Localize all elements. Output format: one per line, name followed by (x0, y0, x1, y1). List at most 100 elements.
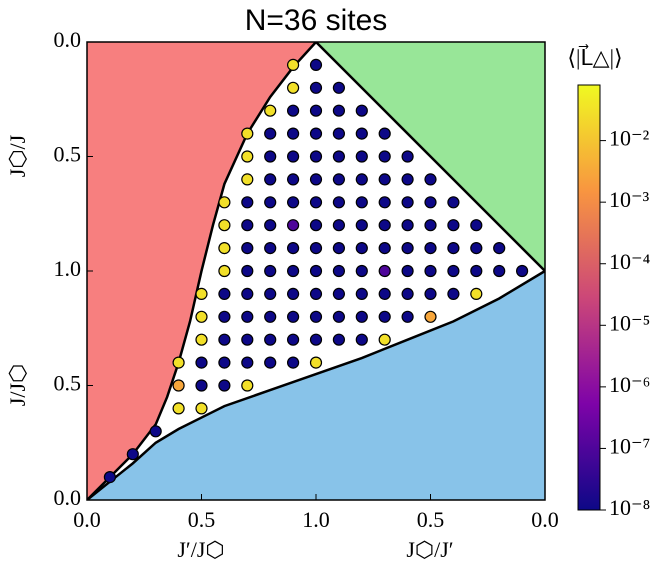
x-tick-label: 0.5 (188, 507, 216, 532)
point (287, 242, 300, 255)
point (309, 104, 323, 117)
point (401, 173, 414, 186)
point (332, 173, 345, 186)
point (264, 173, 277, 186)
x-tick-label: 1.0 (302, 507, 330, 532)
point (241, 379, 254, 392)
point (241, 287, 254, 300)
point (355, 264, 368, 278)
x-label: J′/J⬡ (177, 537, 224, 562)
point (470, 264, 483, 278)
phase-boundary (87, 269, 545, 500)
point (241, 264, 254, 278)
point (424, 287, 437, 300)
y-tick-label: 0.0 (54, 485, 82, 510)
point (493, 264, 506, 278)
point (332, 127, 345, 140)
point (264, 264, 277, 278)
point (309, 58, 323, 72)
point (172, 356, 185, 369)
point (309, 196, 323, 209)
y-tick-label: 0.5 (54, 371, 82, 396)
point (218, 287, 231, 300)
point (241, 196, 254, 209)
x-label: J⬡/J′ (406, 537, 453, 562)
point (424, 173, 437, 186)
colorbar (577, 84, 601, 511)
point (378, 287, 391, 300)
colorbar-label: ⟨|L⃗△|⟩ (567, 44, 622, 70)
chart-title: N=36 sites (245, 4, 388, 37)
point (424, 310, 437, 323)
point (309, 287, 323, 300)
point (195, 333, 208, 346)
point (195, 287, 208, 300)
point (378, 264, 391, 278)
point (241, 173, 254, 186)
point (264, 196, 277, 209)
point (332, 104, 345, 117)
point (424, 219, 437, 232)
point (218, 219, 231, 232)
point (493, 242, 506, 255)
point (287, 127, 300, 140)
point (378, 150, 391, 163)
point (218, 264, 231, 278)
point (241, 219, 254, 232)
x-tick-label: 0.0 (73, 507, 101, 532)
y-tick-label: 1.0 (54, 256, 82, 281)
point (218, 333, 231, 346)
point (309, 264, 323, 278)
point (332, 219, 345, 232)
point (401, 287, 414, 300)
point (264, 287, 277, 300)
point (401, 264, 414, 278)
phase-boundary (87, 42, 317, 500)
point (218, 379, 231, 392)
point (401, 242, 414, 255)
point (309, 81, 323, 94)
point (355, 173, 368, 186)
point (378, 219, 391, 232)
point (355, 127, 368, 140)
point (126, 448, 139, 461)
point (355, 310, 368, 323)
point (447, 242, 460, 255)
point (355, 219, 368, 232)
point (195, 356, 208, 369)
point (332, 287, 345, 300)
point (241, 333, 254, 346)
point (332, 196, 345, 209)
point (309, 150, 323, 163)
boundaries (87, 42, 545, 500)
colorbar-tick-label: 10⁻⁴ (609, 249, 651, 274)
point (447, 219, 460, 232)
point (378, 242, 391, 255)
point (424, 196, 437, 209)
point (218, 356, 231, 369)
point (332, 310, 345, 323)
point (332, 333, 345, 346)
point (401, 310, 414, 323)
point (355, 104, 368, 117)
point (218, 310, 231, 323)
point (149, 425, 162, 438)
point (309, 356, 323, 369)
point (309, 219, 323, 232)
point (287, 219, 300, 232)
point (241, 356, 254, 369)
point (287, 104, 300, 117)
point (287, 173, 300, 186)
point (241, 242, 254, 255)
point (287, 81, 300, 94)
point (424, 242, 437, 255)
colorbar-tick-label: 10⁻⁵ (609, 310, 650, 335)
point (195, 379, 208, 392)
point (447, 287, 460, 300)
point (378, 310, 391, 323)
point (309, 242, 323, 255)
point (355, 150, 368, 163)
x-tick-label: 0.0 (531, 507, 559, 532)
point (218, 196, 231, 209)
